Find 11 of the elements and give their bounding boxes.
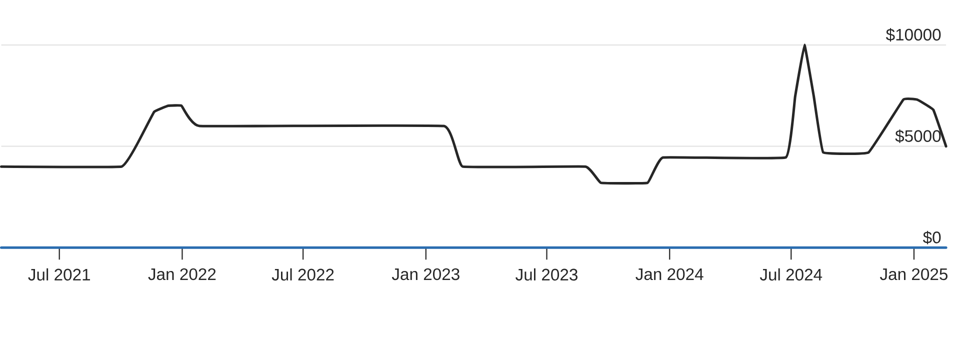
y-tick-label: $5000	[895, 130, 941, 144]
x-tick-label: Jan 2022	[148, 268, 216, 280]
x-tick-label: Jan 2025	[880, 268, 948, 280]
x-tick-label: Jan 2023	[392, 268, 460, 280]
x-tick-label: Jul 2021	[28, 268, 90, 281]
x-tick-label: Jul 2022	[272, 268, 334, 281]
x-tick-label: Jul 2023	[516, 268, 578, 281]
x-tick-label: Jul 2024	[760, 268, 822, 281]
y-tick-label: $0	[923, 231, 941, 245]
x-tick-label: Jan 2024	[636, 268, 704, 280]
y-tick-label: $10000	[886, 28, 941, 42]
